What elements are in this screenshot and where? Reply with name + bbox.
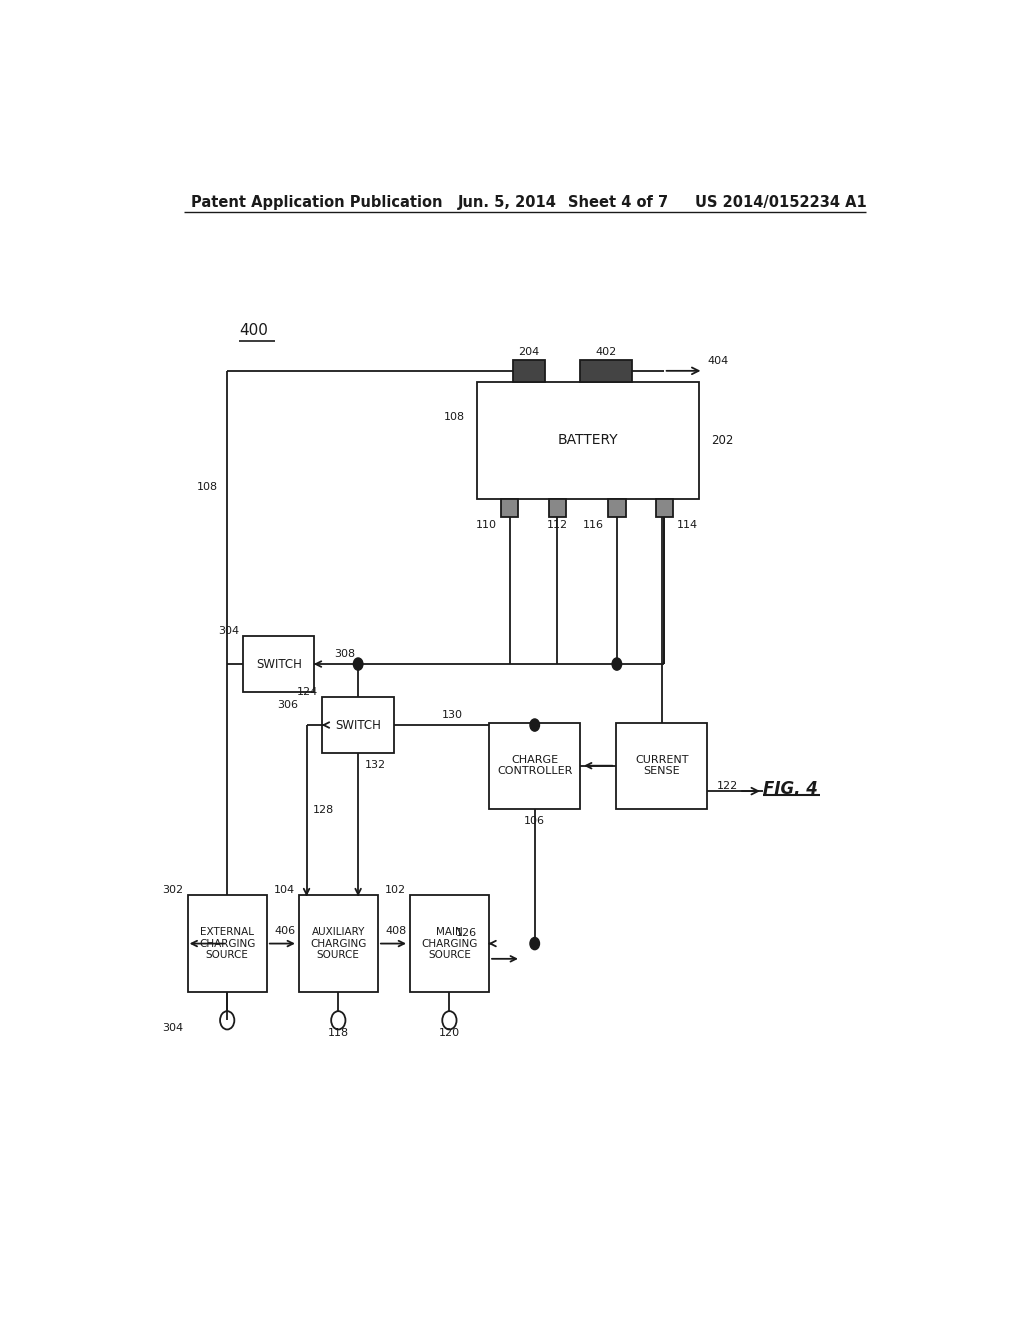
Text: CHARGE
CONTROLLER: CHARGE CONTROLLER [497, 755, 572, 776]
Text: FIG. 4: FIG. 4 [763, 780, 818, 797]
Text: AUXILIARY
CHARGING
SOURCE: AUXILIARY CHARGING SOURCE [310, 927, 367, 960]
Text: 204: 204 [518, 347, 540, 356]
Text: 306: 306 [278, 700, 299, 710]
Text: 304: 304 [163, 1023, 183, 1034]
Circle shape [353, 657, 362, 671]
Text: 304: 304 [218, 626, 239, 636]
Text: 108: 108 [197, 482, 218, 492]
Text: SWITCH: SWITCH [335, 718, 381, 731]
Text: US 2014/0152234 A1: US 2014/0152234 A1 [695, 194, 867, 210]
Text: 302: 302 [163, 886, 183, 895]
Circle shape [530, 937, 540, 949]
Bar [489, 722, 581, 809]
Text: Sheet 4 of 7: Sheet 4 of 7 [568, 194, 669, 210]
Text: 120: 120 [439, 1027, 460, 1038]
Text: EXTERNAL
CHARGING
SOURCE: EXTERNAL CHARGING SOURCE [199, 927, 255, 960]
Text: SWITCH: SWITCH [256, 657, 302, 671]
Text: 112: 112 [547, 520, 568, 531]
Text: 104: 104 [273, 886, 295, 895]
Text: 116: 116 [583, 520, 604, 531]
Text: 114: 114 [677, 520, 698, 531]
Bar [616, 722, 708, 809]
Bar [655, 499, 673, 517]
Text: 402: 402 [596, 347, 616, 356]
Bar [581, 359, 632, 381]
Circle shape [612, 657, 622, 671]
Text: 102: 102 [385, 886, 406, 895]
Text: 308: 308 [334, 649, 355, 659]
Text: 108: 108 [444, 412, 465, 422]
Bar [187, 895, 267, 991]
Text: 122: 122 [717, 781, 738, 791]
Bar [323, 697, 394, 752]
Text: 110: 110 [476, 520, 497, 531]
Text: 408: 408 [386, 927, 408, 936]
Text: 406: 406 [274, 927, 296, 936]
Circle shape [530, 719, 540, 731]
Text: 124: 124 [297, 686, 318, 697]
Bar [243, 636, 314, 692]
Text: Patent Application Publication: Patent Application Publication [191, 194, 443, 210]
Text: BATTERY: BATTERY [558, 433, 618, 447]
Bar [501, 499, 518, 517]
Text: 126: 126 [456, 928, 477, 939]
Text: 118: 118 [328, 1027, 349, 1038]
Text: CURRENT
SENSE: CURRENT SENSE [635, 755, 688, 776]
Text: 130: 130 [441, 710, 463, 719]
Bar [410, 895, 489, 991]
Text: 128: 128 [313, 805, 334, 816]
Bar [477, 381, 699, 499]
Text: 400: 400 [240, 323, 268, 338]
Bar [299, 895, 378, 991]
Text: 106: 106 [524, 816, 545, 826]
Text: 202: 202 [712, 434, 733, 447]
Bar [608, 499, 626, 517]
Text: Jun. 5, 2014: Jun. 5, 2014 [458, 194, 556, 210]
Text: 132: 132 [365, 760, 386, 770]
Text: MAIN
CHARGING
SOURCE: MAIN CHARGING SOURCE [421, 927, 477, 960]
Text: 404: 404 [708, 355, 729, 366]
Bar [549, 499, 566, 517]
Bar [513, 359, 545, 381]
